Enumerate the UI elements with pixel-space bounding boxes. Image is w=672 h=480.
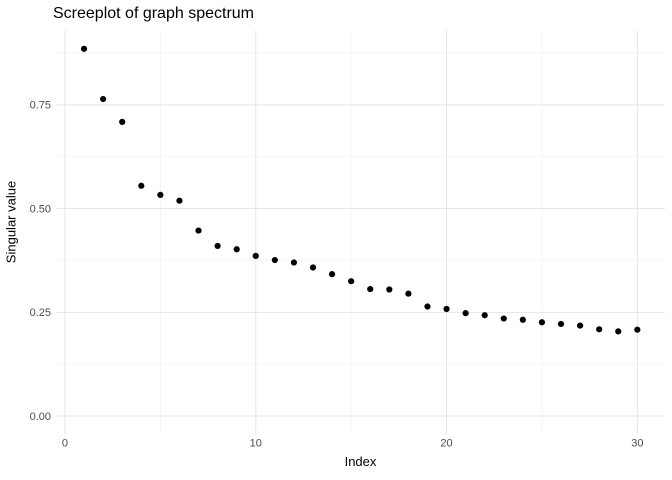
data-point	[119, 118, 126, 125]
x-tick-label: 20	[440, 438, 452, 450]
data-point	[500, 315, 507, 322]
data-point	[634, 326, 641, 333]
data-point	[519, 316, 526, 323]
data-point	[252, 252, 259, 259]
data-point	[367, 285, 374, 293]
data-point	[138, 182, 145, 189]
data-point	[577, 322, 584, 329]
data-point	[386, 286, 393, 293]
data-point	[557, 320, 565, 328]
data-point	[538, 319, 546, 326]
x-tick-label: 10	[250, 438, 262, 450]
data-point	[157, 191, 164, 199]
data-point	[348, 278, 355, 285]
data-point	[214, 242, 221, 250]
data-point	[290, 259, 298, 266]
data-point	[100, 95, 107, 103]
data-point	[443, 305, 450, 313]
data-point	[462, 310, 469, 317]
data-point	[309, 264, 317, 271]
data-point	[80, 45, 88, 52]
y-axis-title: Singular value	[3, 180, 19, 264]
y-tick-label: 0.50	[30, 203, 51, 215]
y-tick-label: 0.00	[30, 411, 51, 423]
data-point	[596, 326, 603, 333]
x-axis-title: Index	[344, 454, 377, 469]
data-point	[424, 303, 431, 310]
y-tick-label: 0.75	[30, 100, 51, 112]
x-tick-label: 0	[62, 438, 68, 450]
data-point	[328, 271, 336, 278]
data-point	[405, 290, 412, 297]
data-point	[176, 197, 183, 204]
chart-title: Screeplot of graph spectrum	[53, 5, 254, 22]
x-tick-label: 30	[631, 438, 643, 450]
data-point	[233, 246, 240, 253]
y-tick-label: 0.25	[30, 307, 51, 319]
data-point	[615, 328, 622, 335]
data-point	[195, 227, 202, 234]
data-point	[271, 256, 278, 264]
data-point	[481, 312, 488, 319]
